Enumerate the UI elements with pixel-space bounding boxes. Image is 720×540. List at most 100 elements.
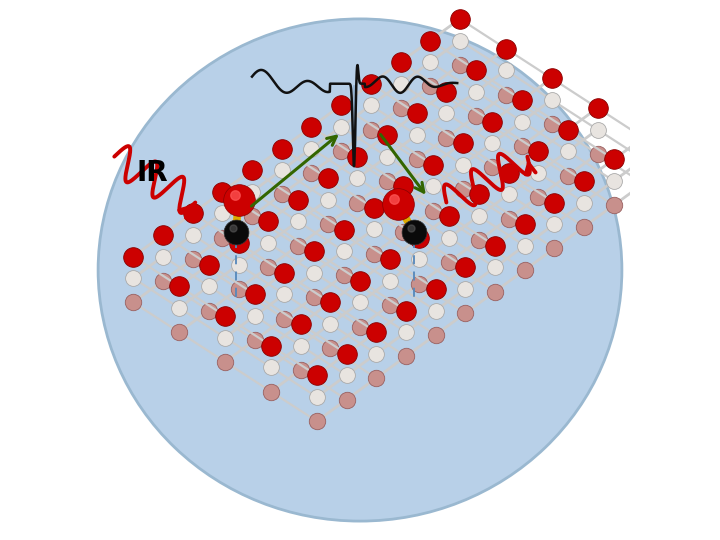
Point (546, 74, 557, 83)
Point (578, 222, 590, 231)
Point (427, 206, 438, 215)
Point (425, 58, 436, 66)
Point (219, 312, 230, 320)
Point (608, 201, 620, 210)
Point (608, 177, 620, 185)
Point (295, 366, 307, 374)
Point (490, 241, 501, 250)
Point (187, 209, 199, 218)
Point (292, 217, 304, 226)
Point (217, 187, 228, 196)
Point (503, 168, 514, 177)
Point (519, 220, 531, 228)
Point (444, 233, 455, 242)
Point (384, 276, 395, 285)
Point (338, 247, 350, 255)
Point (308, 247, 320, 255)
Point (233, 239, 244, 247)
Point (354, 298, 366, 307)
Point (411, 109, 423, 118)
Point (308, 293, 320, 301)
Point (444, 212, 455, 220)
Point (562, 147, 574, 156)
Point (454, 60, 466, 69)
Point (370, 349, 382, 358)
Point (397, 228, 409, 237)
Point (127, 298, 139, 307)
Point (370, 328, 382, 336)
Point (351, 152, 363, 161)
Point (219, 357, 230, 366)
Point (336, 147, 347, 156)
Point (265, 387, 276, 396)
Point (341, 371, 352, 380)
Point (562, 171, 574, 180)
Point (370, 374, 382, 382)
Point (519, 241, 531, 250)
Point (503, 214, 514, 223)
Point (427, 160, 438, 169)
Point (338, 225, 350, 234)
Point (578, 177, 590, 185)
Point (546, 120, 557, 129)
Point (227, 224, 238, 233)
Point (441, 133, 452, 142)
Point (157, 231, 168, 239)
Point (336, 123, 347, 131)
Point (249, 290, 261, 299)
Point (336, 101, 347, 110)
Point (325, 298, 336, 307)
Point (174, 303, 185, 312)
Point (203, 306, 215, 315)
Point (263, 217, 274, 226)
Point (592, 125, 603, 134)
Point (365, 101, 377, 110)
Point (638, 179, 649, 188)
Point (305, 144, 317, 153)
Point (500, 66, 511, 75)
Point (382, 131, 393, 139)
Point (425, 82, 436, 91)
Point (473, 236, 485, 245)
Point (413, 255, 425, 264)
Point (408, 228, 420, 237)
Point (546, 96, 557, 104)
Point (562, 125, 574, 134)
Point (368, 249, 379, 258)
Point (397, 204, 409, 212)
Point (392, 200, 403, 208)
Point (638, 133, 649, 142)
Point (487, 117, 498, 126)
Point (322, 174, 333, 183)
Point (397, 182, 409, 191)
Point (368, 204, 379, 212)
Point (487, 139, 498, 147)
Point (487, 163, 498, 172)
Point (322, 195, 333, 204)
Point (500, 90, 511, 99)
Point (305, 168, 317, 177)
Point (454, 15, 466, 23)
Point (203, 260, 215, 269)
Point (382, 177, 393, 185)
Point (400, 352, 412, 361)
Point (295, 320, 307, 328)
Point (578, 198, 590, 207)
Point (230, 228, 242, 237)
Point (325, 320, 336, 328)
Point (311, 371, 323, 380)
Point (388, 194, 400, 203)
Point (395, 79, 406, 88)
Point (157, 252, 168, 261)
Point (638, 155, 649, 164)
Point (411, 155, 423, 164)
Point (365, 125, 377, 134)
Point (229, 190, 240, 199)
Point (233, 285, 244, 293)
Point (456, 139, 468, 147)
Point (233, 260, 244, 269)
Point (427, 182, 438, 191)
Point (276, 166, 287, 174)
Point (219, 333, 230, 342)
Point (533, 168, 544, 177)
